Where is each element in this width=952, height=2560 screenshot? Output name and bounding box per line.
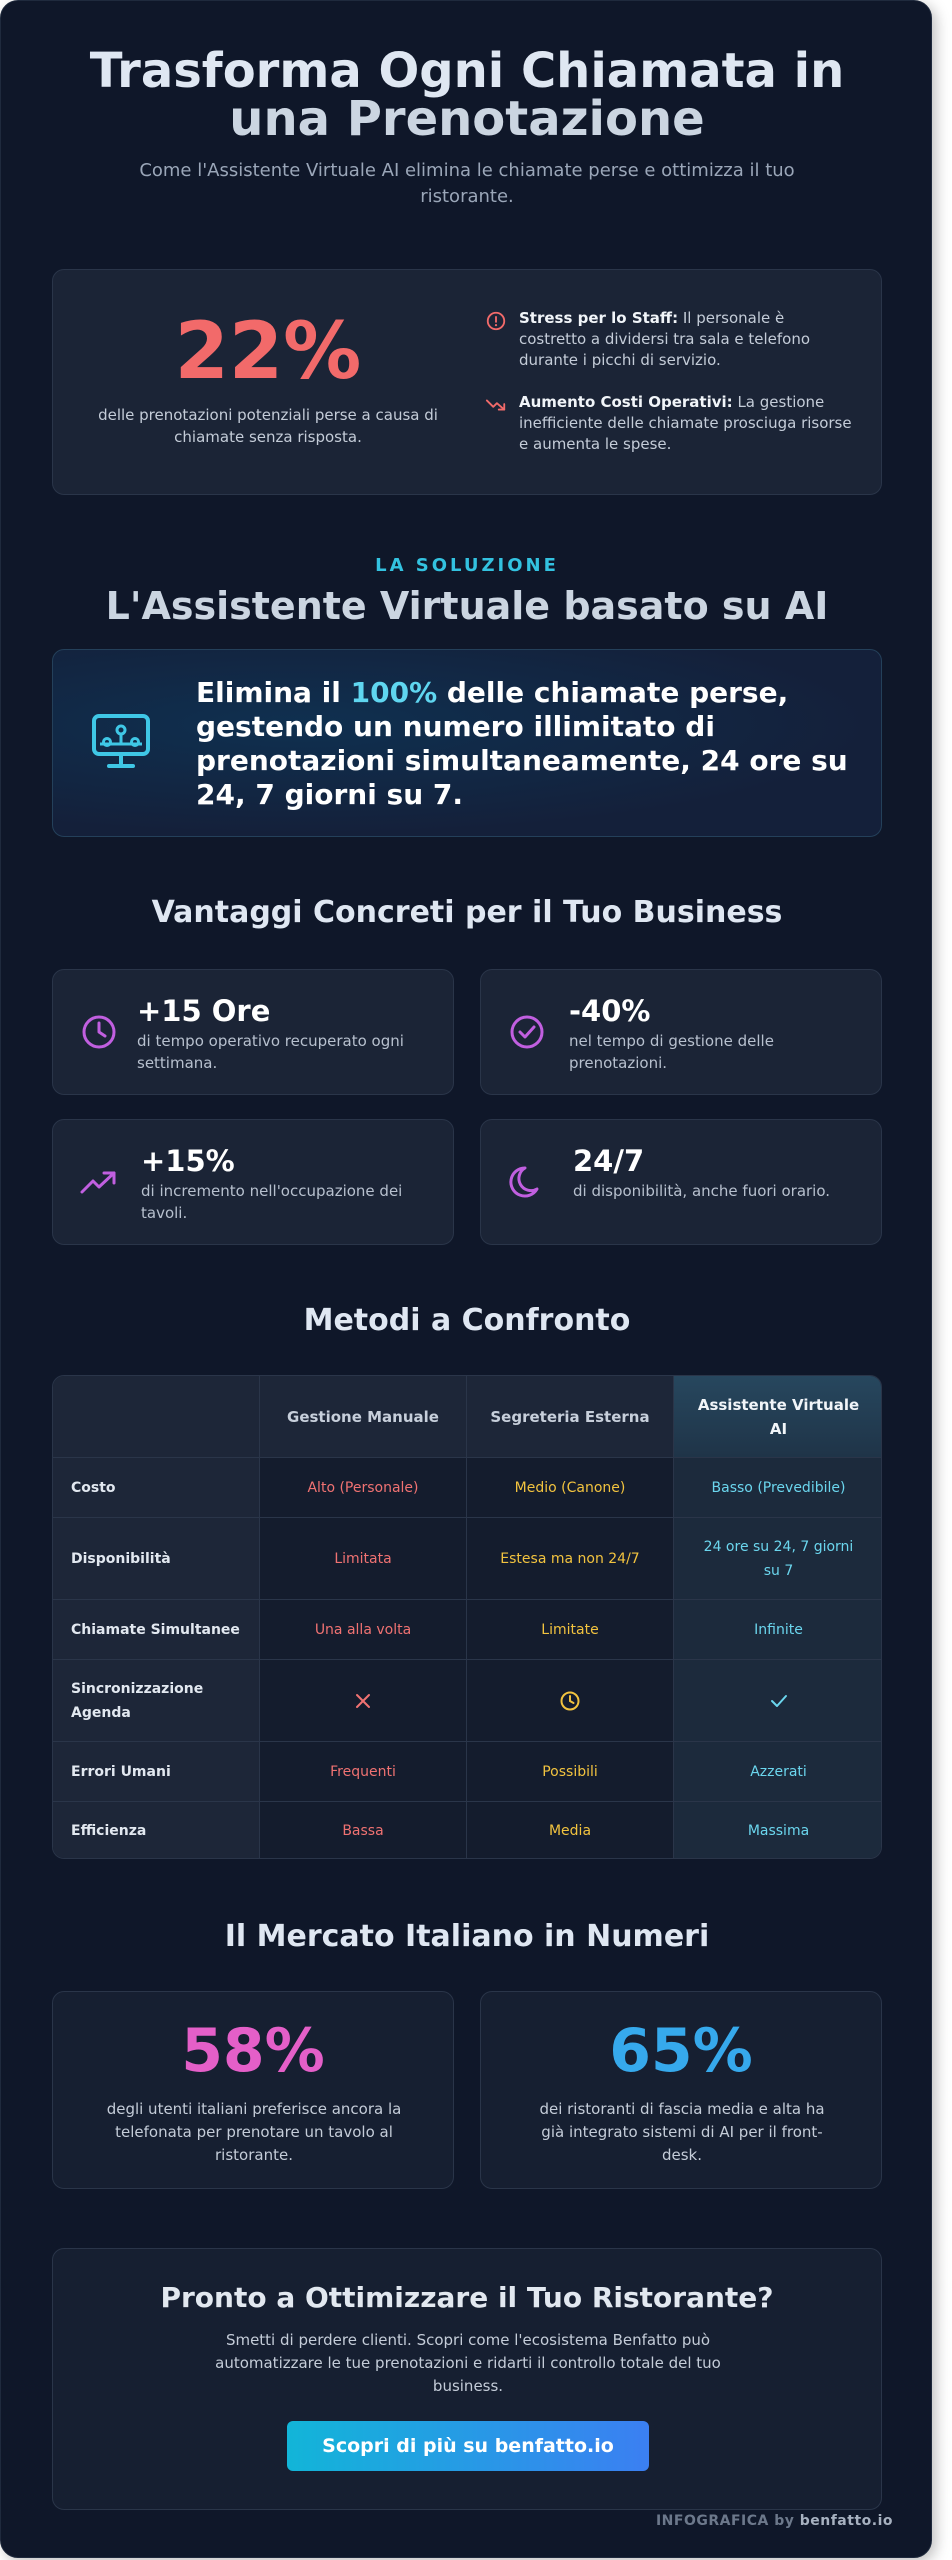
clock-icon xyxy=(560,1691,580,1710)
cell-ai: 24 ore su 24, 7 giorni su 7 xyxy=(674,1518,881,1599)
solution-eyebrow: LA SOLUZIONE xyxy=(375,555,559,576)
cell-ai: Basso (Prevedibile) xyxy=(674,1458,881,1517)
benefit-desc: di incremento nell'occupazione dei tavol… xyxy=(141,1182,403,1222)
table-row: Sincronizzazione Agenda xyxy=(53,1660,881,1742)
hero-title: Trasforma Ogni Chiamata in una Prenotazi… xyxy=(52,47,882,143)
table-row: Costo Alto (Personale) Medio (Canone) Ba… xyxy=(53,1458,881,1518)
market-card-phone: 58% degli utenti italiani preferisce anc… xyxy=(52,1991,454,2189)
market-value: 58% xyxy=(181,2016,325,2086)
row-label: Errori Umani xyxy=(53,1742,260,1801)
issue-text: La gestione inefficiente delle chiamate … xyxy=(519,393,852,453)
solution-highlight: 100% xyxy=(350,676,438,709)
trending-down-icon xyxy=(485,399,506,411)
lost-bookings-caption: delle prenotazioni potenziali perse a ca… xyxy=(98,406,438,446)
alert-circle-icon xyxy=(486,311,506,331)
solution-text-pre: Elimina il xyxy=(196,676,351,709)
footer-credit: INFOGRAFICA by benfatto.io xyxy=(656,2513,893,2529)
benefit-desc: nel tempo di gestione delle prenotazioni… xyxy=(569,1032,774,1072)
issue-title: Aumento Costi Operativi: xyxy=(519,393,733,411)
comparison-table: Gestione Manuale Segreteria Esterna Assi… xyxy=(52,1375,882,1859)
benefit-card-hours: +15 Ore di tempo operativo recuperato og… xyxy=(52,969,454,1095)
solution-card: Elimina il 100% delle chiamate perse, ge… xyxy=(52,649,882,837)
benefit-value: +15% xyxy=(141,1144,235,1178)
market-desc: dei ristoranti di fascia media e alta ha… xyxy=(539,2100,825,2164)
table-header-manual: Gestione Manuale xyxy=(260,1376,467,1457)
benefit-value: -40% xyxy=(569,994,651,1028)
check-icon xyxy=(770,1694,787,1707)
market-card-ai: 65% dei ristoranti di fascia media e alt… xyxy=(480,1991,882,2189)
cell-external: Possibili xyxy=(467,1742,674,1801)
problem-card: 22% delle prenotazioni potenziali perse … xyxy=(52,269,882,495)
cell-ai: Azzerati xyxy=(674,1742,881,1801)
trending-up-icon xyxy=(80,1171,116,1194)
hero-title-line2: una Prenotazione xyxy=(229,91,705,147)
row-label: Chiamate Simultanee xyxy=(53,1600,260,1659)
benefit-card-availability: 24/7 di disponibilità, anche fuori orari… xyxy=(480,1119,882,1245)
table-header-row: Gestione Manuale Segreteria Esterna Assi… xyxy=(53,1376,881,1458)
row-label: Disponibilità xyxy=(53,1518,260,1599)
benefit-card-occupancy: +15% di incremento nell'occupazione dei … xyxy=(52,1119,454,1245)
moon-icon xyxy=(509,1166,539,1198)
table-header-cell xyxy=(53,1376,260,1457)
solution-statement: Elimina il 100% delle chiamate perse, ge… xyxy=(196,676,856,812)
cta-card: Pronto a Ottimizzare il Tuo Ristorante? … xyxy=(52,2248,882,2510)
cell-external: Media xyxy=(467,1802,674,1858)
benefit-value: 24/7 xyxy=(573,1144,645,1178)
cta-title: Pronto a Ottimizzare il Tuo Ristorante? xyxy=(160,2281,774,2314)
cell-manual: Frequenti xyxy=(260,1742,467,1801)
lost-bookings-stat: 22% xyxy=(174,307,362,397)
cell-manual: Bassa xyxy=(260,1802,467,1858)
table-header-external: Segreteria Esterna xyxy=(467,1376,674,1457)
market-title: Il Mercato Italiano in Numeri xyxy=(224,1919,710,1954)
comparison-title: Metodi a Confronto xyxy=(303,1303,631,1338)
hero-title-line1: Trasforma Ogni Chiamata in xyxy=(89,43,845,99)
cell-manual: Alto (Personale) xyxy=(260,1458,467,1517)
cell-manual xyxy=(260,1660,467,1741)
table-row: Chiamate Simultanee Una alla volta Limit… xyxy=(53,1600,881,1660)
cell-ai xyxy=(674,1660,881,1741)
market-desc: degli utenti italiani preferisce ancora … xyxy=(106,2100,402,2164)
market-value: 65% xyxy=(609,2016,753,2086)
hero-subtitle: Come l'Assistente Virtuale AI elimina le… xyxy=(139,160,795,207)
footer-brand-link[interactable]: benfatto.io xyxy=(799,2513,893,2529)
benefit-value: +15 Ore xyxy=(137,994,271,1028)
x-icon xyxy=(356,1693,370,1708)
benefit-desc: di tempo operativo recuperato ogni setti… xyxy=(137,1032,404,1072)
check-circle-icon xyxy=(510,1015,544,1049)
cell-manual: Limitata xyxy=(260,1518,467,1599)
benefit-desc: di disponibilità, anche fuori orario. xyxy=(573,1182,831,1200)
table-row: Efficienza Bassa Media Massima xyxy=(53,1802,881,1858)
cell-ai: Infinite xyxy=(674,1600,881,1659)
cta-text: Smetti di perdere clienti. Scopri come l… xyxy=(215,2331,721,2395)
issue-operating-costs: Aumento Costi Operativi: La gestione ine… xyxy=(485,392,855,455)
benefit-card-time: -40% nel tempo di gestione delle prenota… xyxy=(480,969,882,1095)
monitor-network-icon xyxy=(92,714,150,768)
cell-external: Estesa ma non 24/7 xyxy=(467,1518,674,1599)
solution-title: L'Assistente Virtuale basato su AI xyxy=(105,584,829,628)
benefits-title: Vantaggi Concreti per il Tuo Business xyxy=(151,895,783,930)
row-label: Sincronizzazione Agenda xyxy=(53,1660,260,1741)
solution-text-post: delle chiamate perse, gestendo un numero… xyxy=(196,676,848,811)
footer-prefix: INFOGRAFICA by xyxy=(655,2513,800,2529)
infographic-page: Trasforma Ogni Chiamata in una Prenotazi… xyxy=(0,0,932,2558)
cell-external xyxy=(467,1660,674,1741)
row-label: Costo xyxy=(53,1458,260,1517)
cell-manual: Una alla volta xyxy=(260,1600,467,1659)
cell-external: Limitate xyxy=(467,1600,674,1659)
issue-staff-stress: Stress per lo Staff: Il personale è cost… xyxy=(485,308,855,371)
cell-external: Medio (Canone) xyxy=(467,1458,674,1517)
table-row: Disponibilità Limitata Estesa ma non 24/… xyxy=(53,1518,881,1600)
discover-more-button[interactable]: Scopri di più su benfatto.io xyxy=(287,2421,649,2471)
row-label: Efficienza xyxy=(53,1802,260,1858)
table-row: Errori Umani Frequenti Possibili Azzerat… xyxy=(53,1742,881,1802)
issue-title: Stress per lo Staff: xyxy=(519,309,679,327)
issue-text: Il personale è costretto a dividersi tra… xyxy=(519,309,811,369)
clock-icon xyxy=(82,1015,116,1049)
table-header-ai: Assistente Virtuale AI xyxy=(674,1376,881,1457)
cell-ai: Massima xyxy=(674,1802,881,1858)
